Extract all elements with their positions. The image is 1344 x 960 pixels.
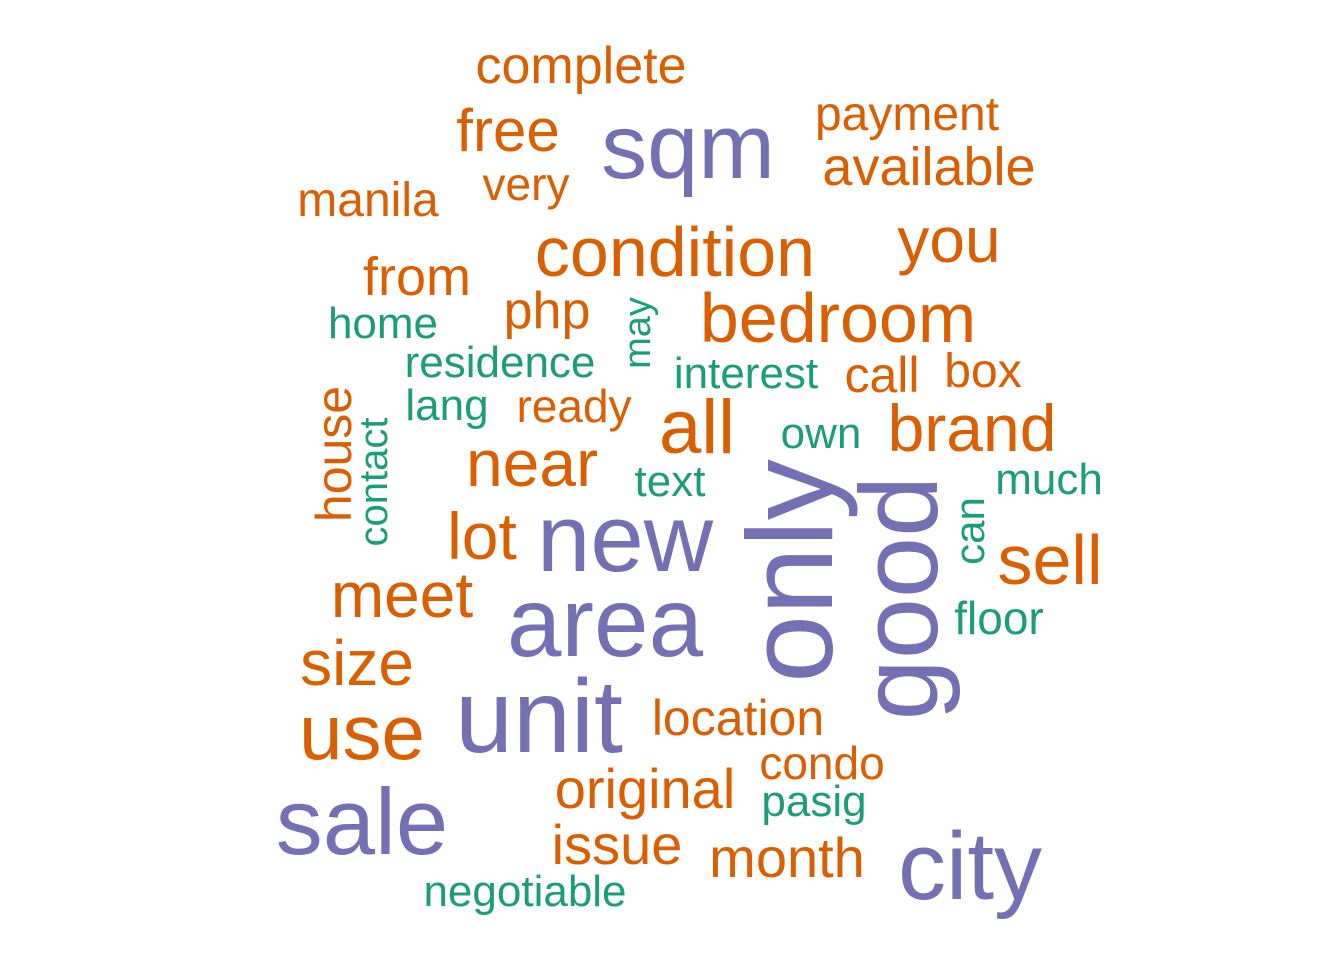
word-contact: contact xyxy=(352,417,396,547)
word-can: can xyxy=(946,497,993,565)
word-condition: condition xyxy=(534,213,816,291)
word-available: available xyxy=(822,137,1036,197)
word-interest: interest xyxy=(673,349,819,398)
word-condo: condo xyxy=(759,737,885,789)
word-sqm: sqm xyxy=(601,96,775,198)
word-lang: lang xyxy=(405,381,489,430)
word-pasig: pasig xyxy=(761,777,867,826)
word-php: php xyxy=(503,282,591,340)
word-near: near xyxy=(465,426,599,500)
word-residence: residence xyxy=(404,338,596,387)
word-text: text xyxy=(634,457,706,506)
word-issue: issue xyxy=(551,813,683,876)
word-all: all xyxy=(658,385,736,470)
word-location: location xyxy=(651,690,825,746)
word-floor: floor xyxy=(954,592,1044,644)
word-free: free xyxy=(456,97,560,164)
word-new: new xyxy=(536,485,714,592)
word-unit: unit xyxy=(455,659,623,775)
word-ready: ready xyxy=(516,380,632,432)
word-only: only xyxy=(722,459,858,683)
word-meet: meet xyxy=(330,559,474,631)
word-sell: sell xyxy=(997,521,1103,599)
word-you: you xyxy=(897,204,1001,276)
word-complete: complete xyxy=(475,37,687,95)
word-size: size xyxy=(300,627,414,699)
word-box: box xyxy=(944,345,1022,398)
word-may: may xyxy=(617,297,659,369)
word-area: area xyxy=(506,567,704,677)
word-use: use xyxy=(299,688,425,776)
word-negotiable: negotiable xyxy=(423,867,627,916)
word-city: city xyxy=(898,813,1042,920)
word-payment: payment xyxy=(814,88,1000,141)
word-manila: manila xyxy=(297,174,439,227)
word-sale: sale xyxy=(275,769,449,874)
word-brand: brand xyxy=(887,391,1057,465)
word-call: call xyxy=(844,347,920,403)
word-month: month xyxy=(709,826,865,889)
word-own: own xyxy=(780,409,862,458)
word-lot: lot xyxy=(447,499,517,573)
word-very: very xyxy=(482,158,570,210)
word-from: from xyxy=(363,247,471,307)
word-much: much xyxy=(995,455,1103,504)
word-good: good xyxy=(838,475,961,721)
word-home: home xyxy=(327,299,439,348)
word-original: original xyxy=(554,757,736,820)
word-bedroom: bedroom xyxy=(699,279,977,357)
